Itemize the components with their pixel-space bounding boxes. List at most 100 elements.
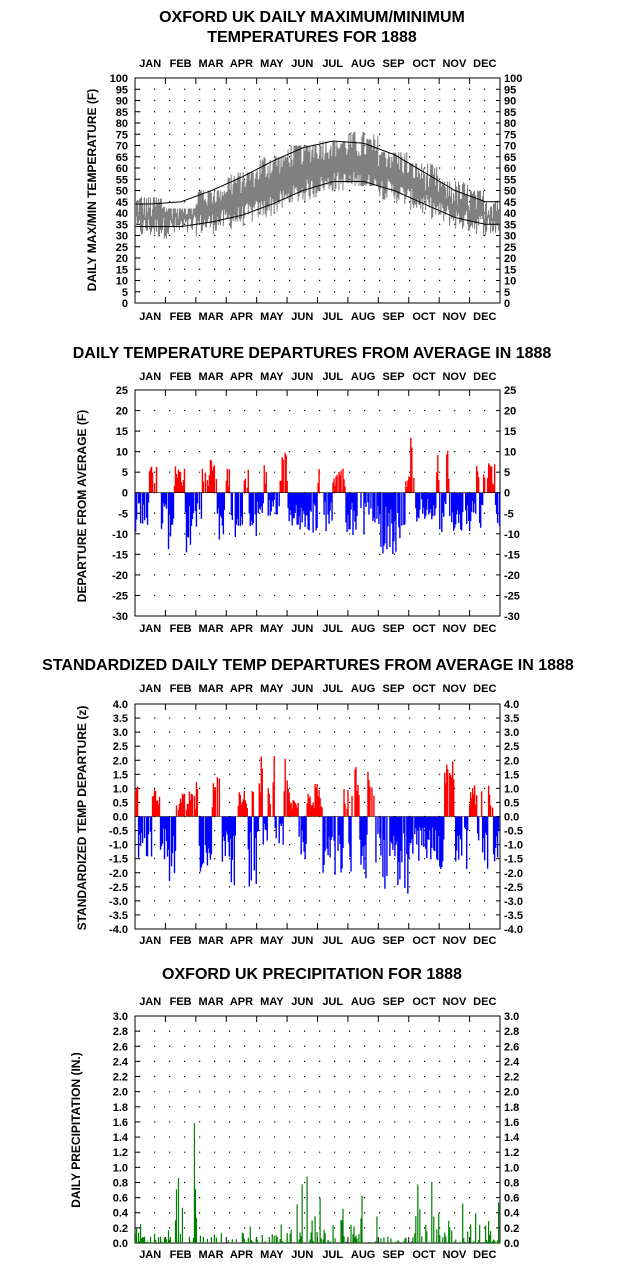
y-tick-label-left: 15 — [116, 264, 128, 276]
departure-bar-above — [471, 788, 474, 817]
chart4-group: JAN JAN FEB FEB MAR MAR APR APR MAY MAY JUN JUN JUL J… — [113, 996, 520, 1261]
precip-bar — [493, 1239, 495, 1243]
precip-bar — [492, 1241, 494, 1243]
departure-bar-below — [492, 816, 495, 855]
precip-bar — [350, 1224, 352, 1243]
precip-bar — [279, 1238, 281, 1243]
departure-bar-below — [479, 492, 482, 528]
precip-bar — [417, 1184, 419, 1243]
departure-bar-below — [331, 816, 333, 837]
month-label-top: NOV — [442, 996, 467, 1008]
y-tick-label-left: -30 — [112, 611, 128, 623]
departure-bar-below — [452, 492, 454, 513]
precip-bar — [160, 1241, 163, 1243]
departure-bar-below — [258, 492, 260, 508]
departure-bar-below — [460, 816, 462, 840]
month-label-bottom: MAY — [260, 1249, 284, 1261]
precip-bar — [176, 1242, 179, 1243]
departure-bar-below — [434, 492, 436, 516]
departure-bar-below — [468, 492, 471, 532]
y-tick-label-left: -20 — [112, 570, 128, 582]
departure-bar-below — [347, 492, 349, 515]
month-label-top: FEB — [170, 683, 192, 695]
precip-bar — [487, 1241, 489, 1243]
departure-bar-below — [205, 816, 208, 853]
departure-bar-above — [208, 475, 211, 493]
month-label-top: SEP — [383, 58, 405, 70]
departure-bar-below — [236, 492, 239, 520]
departure-bar-below — [200, 816, 203, 868]
month-label-top: JUL — [322, 996, 343, 1008]
departure-bar-below — [374, 492, 376, 523]
departure-bar-above — [195, 782, 198, 817]
departure-bar-below — [441, 492, 443, 533]
y-tick-label-left: 0.8 — [113, 1177, 128, 1189]
departure-bar-below — [254, 816, 256, 838]
precip-bar — [165, 1239, 168, 1243]
precip-bar — [188, 1236, 191, 1243]
y-tick-label-left: 0.6 — [113, 1193, 128, 1205]
departure-bar-above — [357, 784, 359, 817]
precip-bar — [314, 1216, 316, 1243]
departure-bar-below — [430, 492, 432, 510]
departure-bar-above — [218, 778, 221, 817]
y-tick-label-right: 2.4 — [504, 1056, 520, 1068]
departure-bar-below — [262, 492, 264, 504]
month-label-bottom: APR — [230, 623, 253, 635]
departure-bar-below — [264, 816, 266, 830]
y-tick-label-right: 2.8 — [504, 1026, 519, 1038]
departure-bar-above — [407, 480, 409, 493]
departure-bar-below — [398, 816, 400, 863]
departure-bar-below — [147, 492, 150, 503]
precip-bar — [316, 1231, 318, 1243]
departure-bar-below — [231, 816, 234, 860]
departure-bar-below — [422, 816, 424, 828]
departure-bar-below — [457, 816, 459, 836]
departure-bar-below — [376, 492, 378, 519]
precip-bar — [356, 1238, 358, 1243]
y-tick-label-left: 1.5 — [113, 769, 128, 781]
departure-bar-below — [462, 492, 464, 513]
precip-bar — [300, 1236, 302, 1243]
departure-bar-above — [291, 808, 293, 817]
y-tick-label-right: 1.5 — [504, 769, 519, 781]
departure-bar-below — [207, 816, 210, 849]
departure-bar-below — [363, 816, 365, 870]
departure-bar-below — [495, 492, 498, 514]
departure-bar-below — [308, 492, 310, 531]
departure-bar-below — [409, 816, 411, 843]
departure-bar-above — [260, 756, 262, 817]
month-label-top: JUL — [322, 58, 343, 70]
departure-bar-above — [373, 795, 375, 817]
departure-bar-below — [342, 816, 344, 848]
departure-bar-above — [290, 802, 292, 817]
departure-bar-below — [274, 816, 276, 829]
month-label-top: JAN — [139, 58, 161, 70]
departure-bar-below — [427, 492, 429, 499]
month-label-bottom: JUL — [322, 1249, 343, 1261]
plot-frame — [134, 1015, 501, 1244]
departure-bar-above — [491, 483, 494, 493]
departure-bar-below — [365, 492, 367, 508]
precip-bar — [383, 1237, 385, 1243]
y-tick-label-right: -30 — [504, 611, 520, 623]
departure-bar-above — [175, 805, 178, 817]
departure-bar-above — [240, 804, 243, 817]
precip-bar — [395, 1241, 397, 1243]
y-tick-label-right: 95 — [504, 84, 516, 96]
month-label-bottom: JAN — [139, 1249, 161, 1261]
departure-bar-below — [250, 816, 252, 881]
precip-bar — [215, 1237, 217, 1243]
month-label-bottom: NOV — [442, 623, 467, 635]
departure-bar-below — [424, 492, 426, 519]
y-tick-label-left: 2.2 — [113, 1072, 128, 1084]
departure-bar-above — [314, 784, 316, 817]
precip-bar — [485, 1225, 487, 1243]
precip-bar — [449, 1227, 451, 1243]
precip-bar — [220, 1233, 222, 1243]
departure-bar-below — [261, 492, 263, 513]
departure-bar-below — [444, 492, 446, 502]
departure-bar-above — [313, 807, 315, 817]
departure-bar-below — [188, 492, 191, 507]
departure-bar-below — [305, 492, 307, 516]
